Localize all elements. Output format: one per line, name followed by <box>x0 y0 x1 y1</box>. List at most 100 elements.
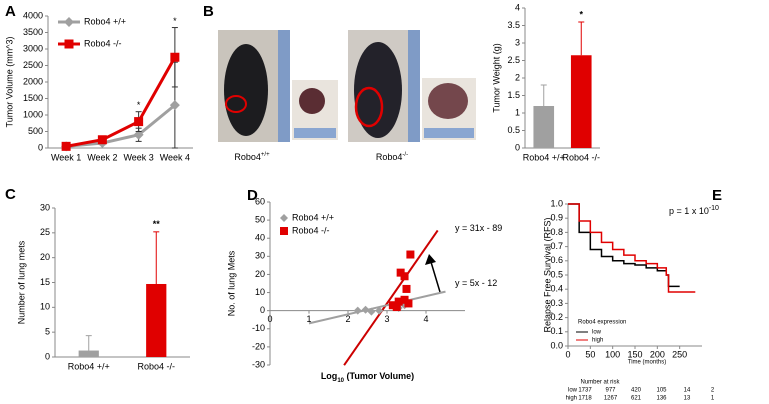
y-tick-label: 5 <box>45 327 50 337</box>
y-tick-label: 3.5 <box>507 20 520 30</box>
significance: * <box>173 16 177 26</box>
photo-label: Robo4+/+ <box>234 152 270 163</box>
significance: ** <box>153 219 161 229</box>
trendline-label: y = 5x - 12 <box>455 278 497 288</box>
x-tick-label: 0 <box>267 314 272 324</box>
title-text: p = 1 x 10 <box>669 206 709 216</box>
survival-curve <box>568 203 680 288</box>
x-tick-label: 1 <box>306 314 311 324</box>
x-tick-label: 250 <box>672 349 687 359</box>
panel-letter: D <box>247 187 258 204</box>
y-tick-label: 1000 <box>23 109 43 119</box>
ruler <box>408 30 420 142</box>
ruler <box>294 128 336 138</box>
marker <box>97 135 107 145</box>
label-text: Robo4 <box>234 152 261 162</box>
y-tick-label: 0.9 <box>550 213 563 223</box>
risk-value: 2 <box>711 388 715 394</box>
y-tick-label: 40 <box>255 233 265 243</box>
error-bar <box>85 335 92 351</box>
bar <box>533 106 555 148</box>
series-line <box>65 103 176 148</box>
label-text: Robo4 <box>376 152 403 162</box>
legend-label: high <box>592 338 603 344</box>
legend-marker <box>280 227 288 235</box>
label-text: Log <box>321 371 338 381</box>
point <box>353 306 362 315</box>
x-tick-label: 50 <box>585 349 595 359</box>
x-tick-label: Week 2 <box>87 152 117 162</box>
y-tick-label: 60 <box>255 196 265 206</box>
point <box>392 303 401 312</box>
photo-label: Robo4-/- <box>376 152 408 163</box>
risk-value: 1737 <box>578 388 592 394</box>
point <box>406 250 415 259</box>
panel-letter: A <box>5 3 16 20</box>
y-tick-label: 1 <box>515 107 520 117</box>
x-tick-label: Robo4 -/- <box>137 361 175 371</box>
risk-value: 420 <box>631 388 642 394</box>
marker <box>170 52 180 62</box>
ruler <box>278 30 290 142</box>
x-tick-label: 2 <box>345 314 350 324</box>
risk-value: 1267 <box>604 396 618 402</box>
y-tick-label: 20 <box>255 269 265 279</box>
y-tick-label: 1.0 <box>550 198 563 208</box>
panel-letter: E <box>712 187 722 204</box>
y-tick-label: 0.5 <box>507 125 520 135</box>
chart-title: p = 1 x 10-10 <box>669 205 719 217</box>
risk-value: 13 <box>684 396 691 402</box>
significance: * <box>137 100 141 110</box>
legend-marker <box>280 214 288 222</box>
mouse <box>354 42 402 138</box>
trendline-label: y = 31x - 89 <box>455 223 502 233</box>
label-sup: -/- <box>402 152 408 158</box>
y-tick-label: 3500 <box>23 27 43 37</box>
y-tick-label: 1.5 <box>507 90 520 100</box>
legend-label: Robo4 +/+ <box>84 16 126 26</box>
tumor-circle <box>354 86 384 128</box>
error-bar <box>578 21 585 56</box>
y-tick-label: 2 <box>515 72 520 82</box>
y-tick-label: 30 <box>40 202 50 212</box>
point <box>402 284 411 293</box>
y-axis-label: Number of lung mets <box>16 240 26 324</box>
x-tick-label: 3 <box>384 314 389 324</box>
x-tick-label: 4 <box>423 314 428 324</box>
y-axis-label: No. of lung Mets <box>226 250 236 316</box>
y-tick-label: -20 <box>252 341 265 351</box>
y-tick-label: 25 <box>40 227 50 237</box>
x-tick-label: Robo4 -/- <box>562 152 600 162</box>
risk-value: 1 <box>711 396 715 402</box>
legend-marker <box>64 39 74 49</box>
risk-row-label: high <box>566 396 577 402</box>
label-sup: +/+ <box>261 152 270 158</box>
y-tick-label: 10 <box>255 287 265 297</box>
legend-label: low <box>592 330 602 336</box>
arrow-head <box>425 254 436 265</box>
x-tick-label: Robo4 +/+ <box>523 152 565 162</box>
y-tick-label: 0 <box>515 142 520 152</box>
y-tick-label: 2500 <box>23 60 43 70</box>
point <box>375 306 384 315</box>
marker <box>61 141 71 151</box>
marker <box>169 100 180 111</box>
point <box>367 307 376 316</box>
error-bar <box>540 84 547 106</box>
point <box>394 297 403 306</box>
y-tick-label: 20 <box>40 252 50 262</box>
arrow <box>425 254 441 293</box>
y-tick-label: 4000 <box>23 10 43 20</box>
y-tick-label: 0.5 <box>550 269 563 279</box>
x-tick-label: Week 4 <box>160 152 190 162</box>
risk-value: 105 <box>656 388 667 394</box>
y-axis-label: Tumor Weight (g) <box>491 43 501 113</box>
y-tick-label: 0.4 <box>550 284 563 294</box>
x-tick-label: Week 1 <box>51 152 81 162</box>
y-axis-label: Tumor Volume (mm^3) <box>4 37 14 128</box>
x-axis-label: Log10 (Tumor Volume) <box>321 371 414 383</box>
series-line <box>65 56 177 148</box>
y-tick-label: 1500 <box>23 93 43 103</box>
